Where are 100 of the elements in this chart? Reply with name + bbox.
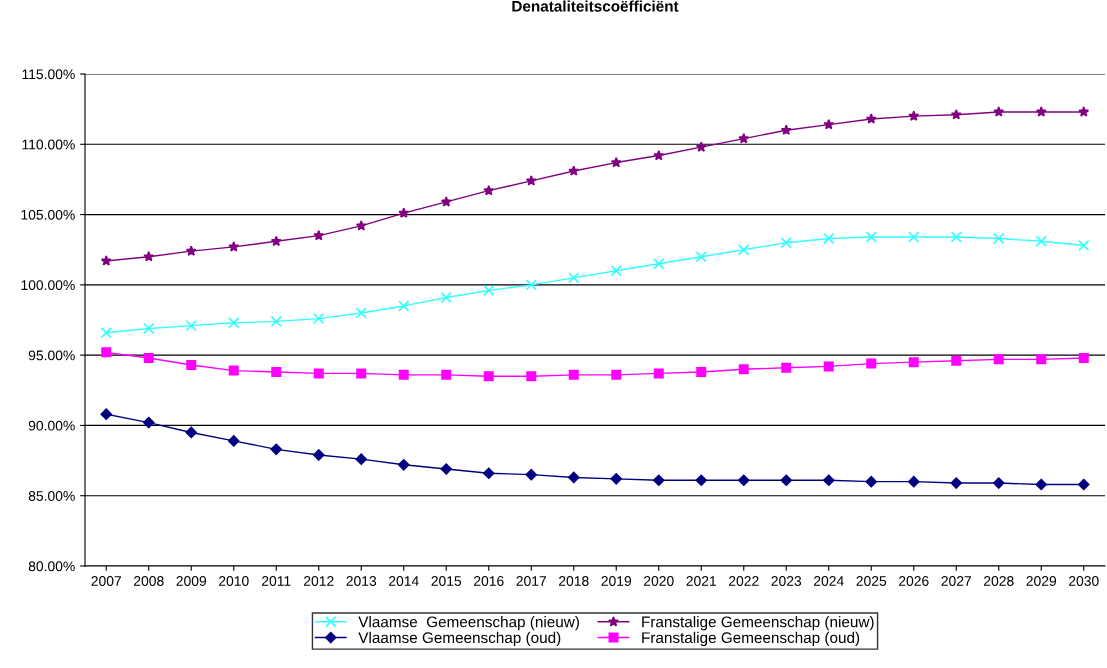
- point: [1035, 235, 1047, 247]
- point: [398, 207, 410, 218]
- point: [653, 368, 664, 379]
- x-tick-label: 2026: [899, 576, 929, 586]
- point: [908, 231, 920, 243]
- point: [440, 463, 452, 475]
- point: [440, 196, 452, 207]
- x-tick-label: 2016: [474, 576, 504, 586]
- point: [100, 408, 112, 420]
- x-tick-label: 2009: [176, 576, 207, 586]
- point: [866, 358, 877, 369]
- legend-label: Franstalige Gemeenschap (oud): [642, 631, 860, 647]
- point: [568, 272, 580, 284]
- point: [610, 156, 622, 168]
- point: [483, 371, 494, 382]
- point: [398, 300, 410, 312]
- point: [780, 236, 792, 249]
- point: [738, 244, 750, 256]
- point: [993, 477, 1005, 489]
- x-tick-label: 2013: [346, 576, 377, 586]
- x-tick-label: 2007: [91, 576, 121, 586]
- point: [270, 443, 282, 456]
- x-tick-label: 2010: [219, 576, 249, 586]
- x-tick-label: 2023: [771, 576, 802, 586]
- point: [271, 367, 282, 378]
- point: [993, 232, 1005, 245]
- point: [525, 175, 537, 186]
- point: [228, 435, 240, 447]
- point: [483, 284, 495, 297]
- point: [568, 165, 580, 176]
- point: [100, 255, 112, 266]
- x-tick-label: 2021: [686, 576, 717, 586]
- point: [950, 477, 962, 489]
- point: [228, 317, 240, 329]
- legend-label: Vlaamse Gemeenschap (nieuw): [358, 616, 579, 631]
- y-tick-label: 85.00%: [28, 491, 75, 501]
- point: [143, 416, 155, 429]
- point: [695, 141, 707, 152]
- y-tick-label: 100.00%: [21, 280, 75, 291]
- point: [440, 291, 452, 304]
- x-tick-label: 2025: [856, 576, 887, 586]
- x-tick-label: 2008: [134, 576, 164, 586]
- point: [568, 369, 579, 380]
- point: [568, 471, 580, 484]
- point: [781, 362, 792, 373]
- point: [695, 474, 707, 486]
- point: [185, 245, 197, 256]
- point: [780, 474, 792, 486]
- chart-title: Denataliteitscoëfficiënt: [512, 0, 679, 12]
- point: [865, 113, 877, 124]
- point: [313, 312, 325, 325]
- x-tick-label: 2020: [644, 576, 674, 586]
- point: [908, 110, 920, 121]
- x-tick-label: 2029: [1026, 576, 1057, 586]
- y-tick-label: 90.00%: [28, 420, 75, 431]
- point: [313, 229, 325, 241]
- point: [780, 124, 792, 135]
- point: [823, 118, 835, 130]
- point: [610, 473, 622, 485]
- point: [993, 354, 1004, 365]
- point: [355, 220, 367, 231]
- point: [993, 106, 1005, 117]
- point: [1078, 106, 1090, 117]
- point: [313, 368, 324, 379]
- point: [270, 315, 282, 328]
- point: [1078, 239, 1090, 252]
- point: [143, 251, 155, 262]
- point: [738, 474, 750, 486]
- point: [696, 367, 707, 378]
- point: [355, 307, 367, 319]
- point: [1078, 478, 1090, 491]
- point: [143, 322, 155, 335]
- point: [695, 251, 707, 263]
- point: [951, 355, 962, 366]
- x-tick-label: 2011: [262, 576, 291, 586]
- point: [100, 326, 112, 339]
- point: [398, 369, 409, 380]
- point: [865, 231, 877, 243]
- point: [950, 109, 962, 120]
- point: [823, 232, 835, 245]
- point: [483, 467, 495, 479]
- point: [1035, 106, 1047, 117]
- point: [653, 258, 665, 270]
- point: [313, 449, 325, 461]
- y-tick-label: 115.00%: [22, 69, 75, 80]
- point: [525, 468, 537, 481]
- x-tick-label: 2017: [516, 576, 546, 586]
- point: [356, 368, 367, 379]
- point: [823, 474, 835, 486]
- point: [398, 459, 410, 471]
- point: [483, 184, 495, 196]
- point: [610, 265, 622, 277]
- x-tick-label: 2014: [389, 576, 419, 586]
- point: [738, 132, 750, 144]
- point: [526, 371, 537, 382]
- point: [611, 369, 622, 380]
- point: [228, 365, 239, 376]
- point: [1036, 354, 1047, 365]
- point: [1035, 478, 1047, 491]
- point: [738, 364, 749, 375]
